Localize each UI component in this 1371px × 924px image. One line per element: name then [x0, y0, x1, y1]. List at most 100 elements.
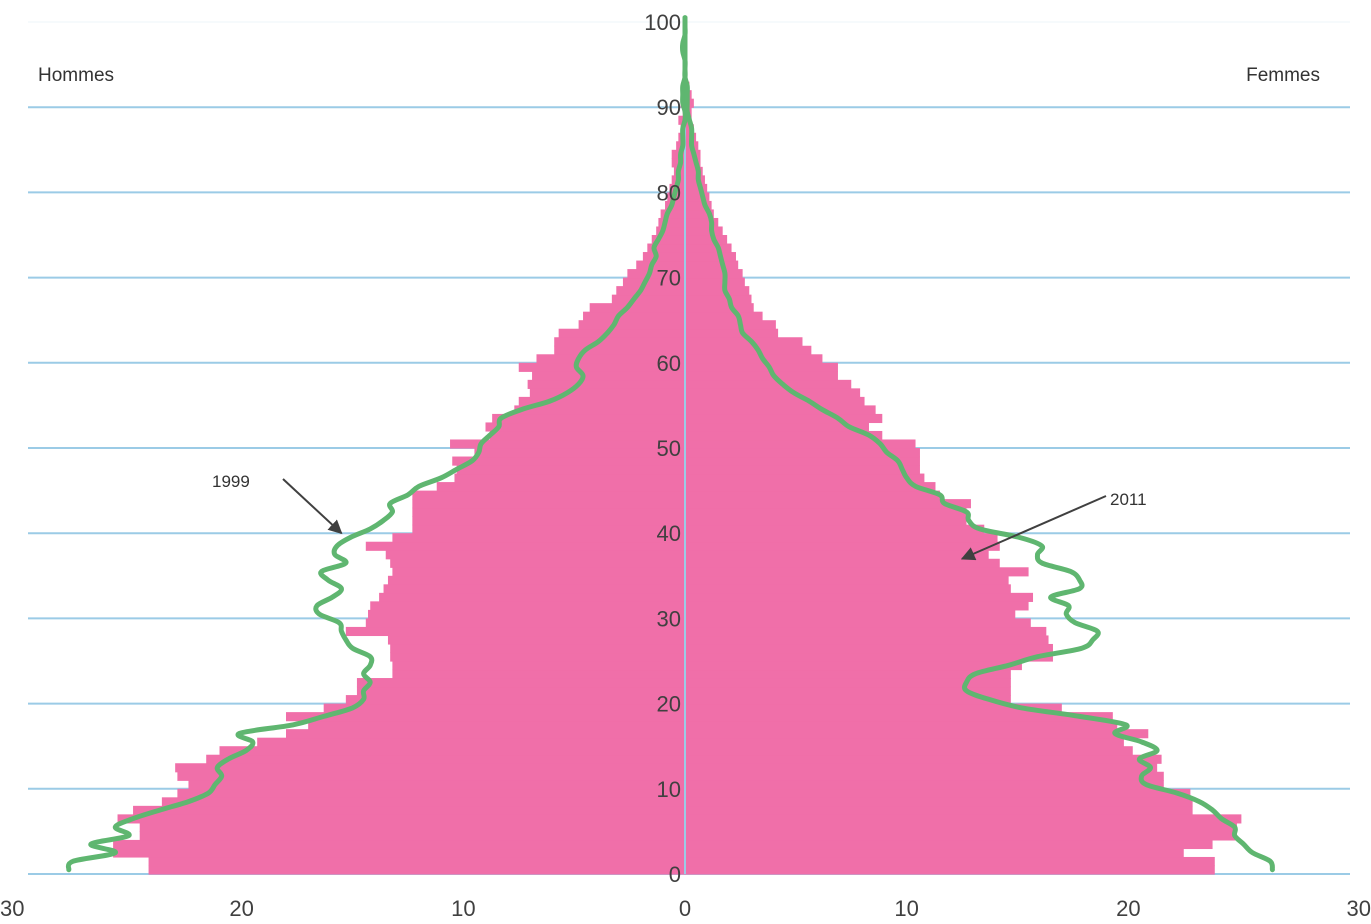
annotation-2011-arrow: [960, 495, 1107, 561]
bar-2011-femmes-age-40: [685, 524, 985, 534]
bar-2011-hommes-age-77: [660, 209, 685, 219]
bar-2011-hommes-age-6: [117, 814, 686, 824]
x-tick-0: 0: [679, 896, 691, 921]
bar-2011-hommes-age-56: [529, 388, 685, 398]
bar-2011-femmes-age-5: [685, 822, 1237, 832]
bar-2011-femmes-age-8: [685, 797, 1193, 807]
bar-2011-hommes-age-76: [658, 217, 685, 228]
bars-2011-femmes: [685, 64, 1242, 875]
bar-2011-hommes-age-36: [390, 558, 685, 568]
y-tick-40: 40: [657, 521, 681, 546]
bar-2011-femmes-age-73: [685, 243, 732, 253]
bar-2011-hommes-age-18: [286, 712, 685, 722]
bar-2011-hommes-age-59: [518, 362, 685, 372]
bar-2011-hommes-age-45: [436, 482, 685, 492]
bar-2011-femmes-age-16: [685, 729, 1149, 739]
bar-2011-femmes-age-44: [685, 490, 940, 500]
bar-2011-femmes-age-70: [685, 269, 743, 279]
bar-2011-femmes-age-2: [685, 848, 1184, 858]
bar-2011-femmes-age-9: [685, 788, 1191, 798]
bar-2011-femmes-age-52: [685, 422, 869, 432]
annotation-2011-label: 2011: [1110, 490, 1147, 509]
bar-2011-femmes-age-46: [685, 473, 925, 483]
bar-2011-hommes-age-57: [527, 379, 685, 389]
bar-2011-hommes-age-19: [323, 703, 685, 713]
bar-2011-femmes-age-41: [685, 516, 967, 526]
bar-2011-hommes-age-60: [536, 354, 685, 364]
bar-2011-femmes-age-20: [685, 695, 1011, 705]
bar-2011-hommes-age-64: [578, 320, 685, 330]
bar-2011-hommes-age-66: [589, 303, 685, 313]
bars-2011-hommes: [113, 73, 686, 875]
bar-2011-femmes-age-27: [685, 635, 1049, 645]
bar-2011-hommes-age-7: [133, 805, 686, 815]
bar-2011-femmes-age-12: [685, 763, 1158, 773]
bar-2011-femmes-age-72: [685, 252, 736, 262]
bar-2011-hommes-age-41: [412, 516, 685, 526]
bar-2011-hommes-age-88: [678, 115, 685, 125]
bar-2011-hommes-age-27: [387, 635, 685, 645]
bar-2011-hommes-age-29: [365, 618, 685, 628]
x-tick-hommes-20: 20: [229, 896, 253, 921]
x-tick-hommes-10: 10: [451, 896, 475, 921]
y-tick-0: 0: [669, 862, 681, 887]
bar-2011-hommes-age-10: [188, 780, 685, 790]
bar-2011-femmes-age-65: [685, 311, 763, 321]
bar-2011-hommes-age-44: [412, 490, 685, 500]
bar-2011-hommes-age-23: [392, 669, 685, 679]
bar-2011-femmes-age-34: [685, 575, 1009, 585]
bar-2011-hommes-age-28: [345, 626, 685, 637]
bar-2011-femmes-age-43: [685, 499, 971, 509]
bar-2011-hommes-age-9: [177, 788, 685, 798]
bar-2011-hommes-age-54: [514, 405, 685, 415]
bar-2011-hommes-age-68: [616, 286, 685, 296]
bar-2011-femmes-age-75: [685, 226, 723, 236]
bar-2011-hommes-age-52: [485, 422, 685, 432]
bar-2011-hommes-age-51: [489, 430, 685, 441]
x-tick-femmes-30: 30: [1347, 896, 1371, 921]
bar-2011-hommes-age-67: [611, 294, 685, 304]
bar-2011-femmes-age-3: [685, 839, 1213, 850]
bar-2011-femmes-age-28: [685, 626, 1047, 637]
bar-2011-hommes-age-43: [412, 499, 685, 509]
bar-2011-femmes-age-24: [685, 661, 1022, 671]
bar-2011-hommes-age-69: [622, 277, 685, 287]
bar-2011-hommes-age-11: [177, 771, 685, 781]
bar-2011-hommes-age-3: [113, 839, 686, 850]
left-side-label: Hommes: [38, 65, 114, 86]
bar-2011-femmes-age-38: [685, 541, 1000, 551]
bar-2011-hommes-age-33: [383, 584, 685, 594]
bar-2011-femmes-age-18: [685, 712, 1113, 722]
bar-2011-femmes-age-55: [685, 396, 865, 406]
bar-2011-hommes-age-2: [113, 848, 686, 858]
bar-2011-femmes-age-17: [685, 720, 1118, 730]
bar-2011-hommes-age-39: [392, 533, 685, 543]
y-tick-60: 60: [657, 351, 681, 376]
bar-2011-femmes-age-25: [685, 652, 1053, 662]
bar-2011-femmes-age-77: [685, 209, 714, 219]
line-1999-hommes: [65, 15, 688, 873]
right-side-label: Femmes: [1246, 65, 1320, 86]
bar-2011-femmes-age-64: [685, 320, 776, 330]
bar-2011-femmes-age-68: [685, 286, 750, 296]
bar-2011-femmes-age-83: [685, 158, 701, 168]
bar-2011-femmes-age-37: [685, 550, 989, 560]
bar-2011-femmes-age-45: [685, 482, 936, 492]
bar-2011-femmes-age-67: [685, 294, 752, 304]
bar-2011-femmes-age-49: [685, 448, 920, 458]
line-1999-femmes: [682, 15, 1275, 873]
bar-2011-hommes-age-4: [139, 831, 685, 841]
bar-2011-hommes-age-53: [492, 413, 685, 424]
y-tick-50: 50: [657, 436, 681, 461]
bar-2011-hommes-age-20: [345, 695, 685, 705]
bar-2011-femmes-age-61: [685, 345, 812, 355]
bar-2011-hommes-age-26: [390, 643, 685, 654]
bar-2011-hommes-age-34: [387, 575, 685, 585]
bar-2011-femmes-age-4: [685, 831, 1237, 841]
bar-2011-femmes-age-29: [685, 618, 1031, 628]
bar-2011-femmes-age-48: [685, 456, 920, 466]
bar-2011-hommes-age-24: [392, 661, 685, 671]
bar-2011-femmes-age-6: [685, 814, 1242, 824]
bar-2011-femmes-age-54: [685, 405, 876, 415]
bar-2011-hommes-age-71: [636, 260, 685, 270]
